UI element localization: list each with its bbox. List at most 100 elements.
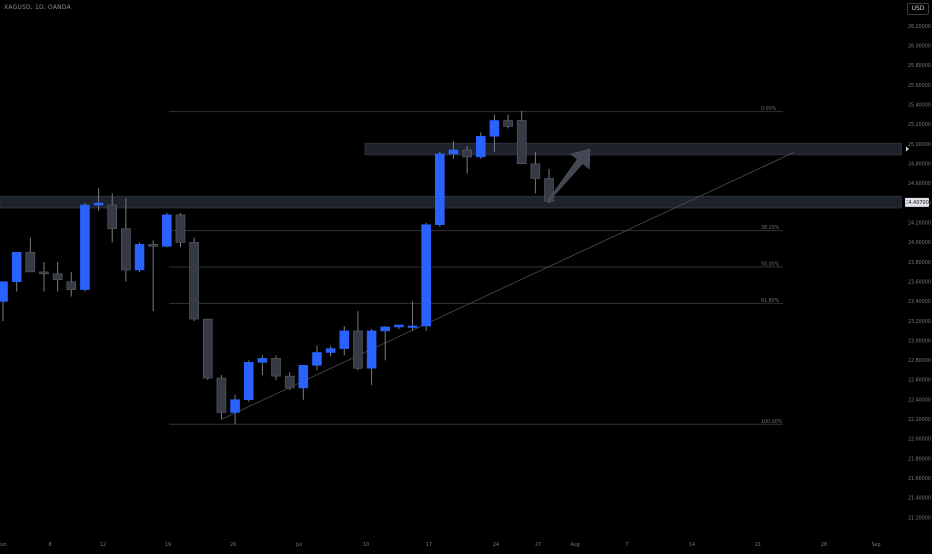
candle[interactable] [25, 237, 36, 273]
candle-body [230, 399, 240, 413]
time-tick-label: 26 [230, 542, 236, 548]
candle[interactable] [462, 146, 472, 174]
candle[interactable] [11, 251, 22, 292]
time-tick-label: Sep [871, 542, 880, 548]
candle[interactable] [475, 132, 486, 159]
candle[interactable] [530, 151, 541, 194]
price-tick-label: 25.60000 [908, 83, 931, 89]
candle-body [448, 149, 459, 155]
price-tick-label: 22.00000 [908, 437, 931, 443]
trendline[interactable] [221, 151, 795, 420]
candle[interactable] [175, 212, 186, 248]
time-tick-label: 10 [363, 542, 369, 548]
candle-body [66, 281, 77, 290]
projection-arrow[interactable] [548, 148, 591, 201]
candle[interactable] [271, 355, 281, 381]
time-tick-label: 24 [493, 542, 499, 548]
candle-body [544, 178, 554, 202]
candle-body [175, 214, 186, 243]
candle-body [121, 228, 131, 271]
price-tick-label: 23.80000 [908, 260, 931, 266]
price-tick-label: 26.20000 [908, 24, 931, 30]
price-tick-label: 25.40000 [908, 103, 931, 109]
price-tick-label: 24.20000 [908, 220, 931, 226]
candle[interactable] [52, 262, 63, 292]
candle-body [284, 375, 295, 389]
candle[interactable] [516, 110, 527, 165]
price-tick-label: 23.00000 [908, 338, 931, 344]
fib-level-label: 100.00% [761, 419, 783, 425]
candle[interactable] [394, 324, 404, 329]
candle[interactable] [107, 193, 118, 243]
candle-body [312, 352, 322, 366]
candle[interactable] [162, 212, 172, 248]
candle[interactable] [544, 168, 554, 204]
time-tick-label: 21 [755, 542, 761, 548]
price-zone[interactable] [364, 142, 903, 156]
time-tick-label: 14 [689, 542, 695, 548]
candle[interactable] [312, 345, 322, 371]
price-tick-label: 22.20000 [908, 417, 931, 423]
candle[interactable] [216, 375, 227, 420]
last-price-badge[interactable] [905, 197, 929, 207]
price-tick-label: 21.60000 [908, 476, 931, 482]
candle[interactable] [257, 355, 268, 376]
candle[interactable] [202, 318, 213, 381]
candle-body [325, 348, 336, 353]
candle[interactable] [380, 325, 391, 361]
candle[interactable] [0, 281, 8, 322]
price-tick-label: 24.80000 [908, 161, 931, 167]
time-tick-label: 7 [625, 542, 628, 548]
candle[interactable] [489, 114, 500, 152]
candle-body [216, 377, 227, 413]
candle[interactable] [230, 394, 240, 425]
currency-button[interactable]: USD [907, 3, 929, 15]
candle-body [435, 153, 445, 226]
price-tick-label: 26.00000 [908, 44, 931, 50]
candle[interactable] [66, 271, 77, 297]
price-axis[interactable] [902, 0, 932, 550]
candle-body [407, 325, 418, 328]
candle-body [39, 271, 49, 275]
candle[interactable] [448, 141, 459, 159]
candle[interactable] [39, 262, 49, 292]
candle[interactable] [121, 198, 131, 282]
time-tick-label: 8 [48, 542, 51, 548]
time-tick-label: Aug [570, 542, 579, 548]
candle[interactable] [284, 372, 295, 390]
fib-level-label: 50.00% [761, 261, 780, 267]
candle-body [93, 202, 104, 206]
candle[interactable] [366, 328, 377, 385]
candle[interactable] [435, 151, 445, 227]
candle-body [0, 281, 8, 302]
price-tick-label: 21.40000 [908, 496, 931, 502]
candle[interactable] [339, 325, 350, 356]
candle[interactable] [243, 360, 254, 402]
candle[interactable] [148, 240, 158, 312]
candle[interactable] [134, 242, 145, 272]
candle[interactable] [298, 364, 309, 400]
candle[interactable] [80, 203, 90, 292]
candle[interactable] [503, 114, 513, 129]
candle-body [489, 120, 500, 137]
time-axis[interactable] [0, 538, 932, 550]
candle-body [148, 244, 158, 247]
price-tick-label: 22.80000 [908, 358, 931, 364]
candle[interactable] [189, 237, 199, 322]
price-zone[interactable] [0, 195, 903, 209]
candle[interactable] [421, 222, 431, 331]
candle-body [80, 204, 90, 290]
time-tick-label: 28 [821, 542, 827, 548]
last-price-label: 24.40700 [905, 200, 929, 206]
candle[interactable] [407, 301, 418, 331]
price-tick-label: 23.20000 [908, 319, 931, 325]
candle-body [52, 273, 63, 281]
candle[interactable] [93, 188, 104, 211]
candle[interactable] [325, 345, 336, 357]
candle[interactable] [353, 311, 363, 371]
candle-body [475, 135, 486, 158]
candle-body [366, 330, 377, 369]
time-tick-label: Jul [295, 542, 302, 548]
